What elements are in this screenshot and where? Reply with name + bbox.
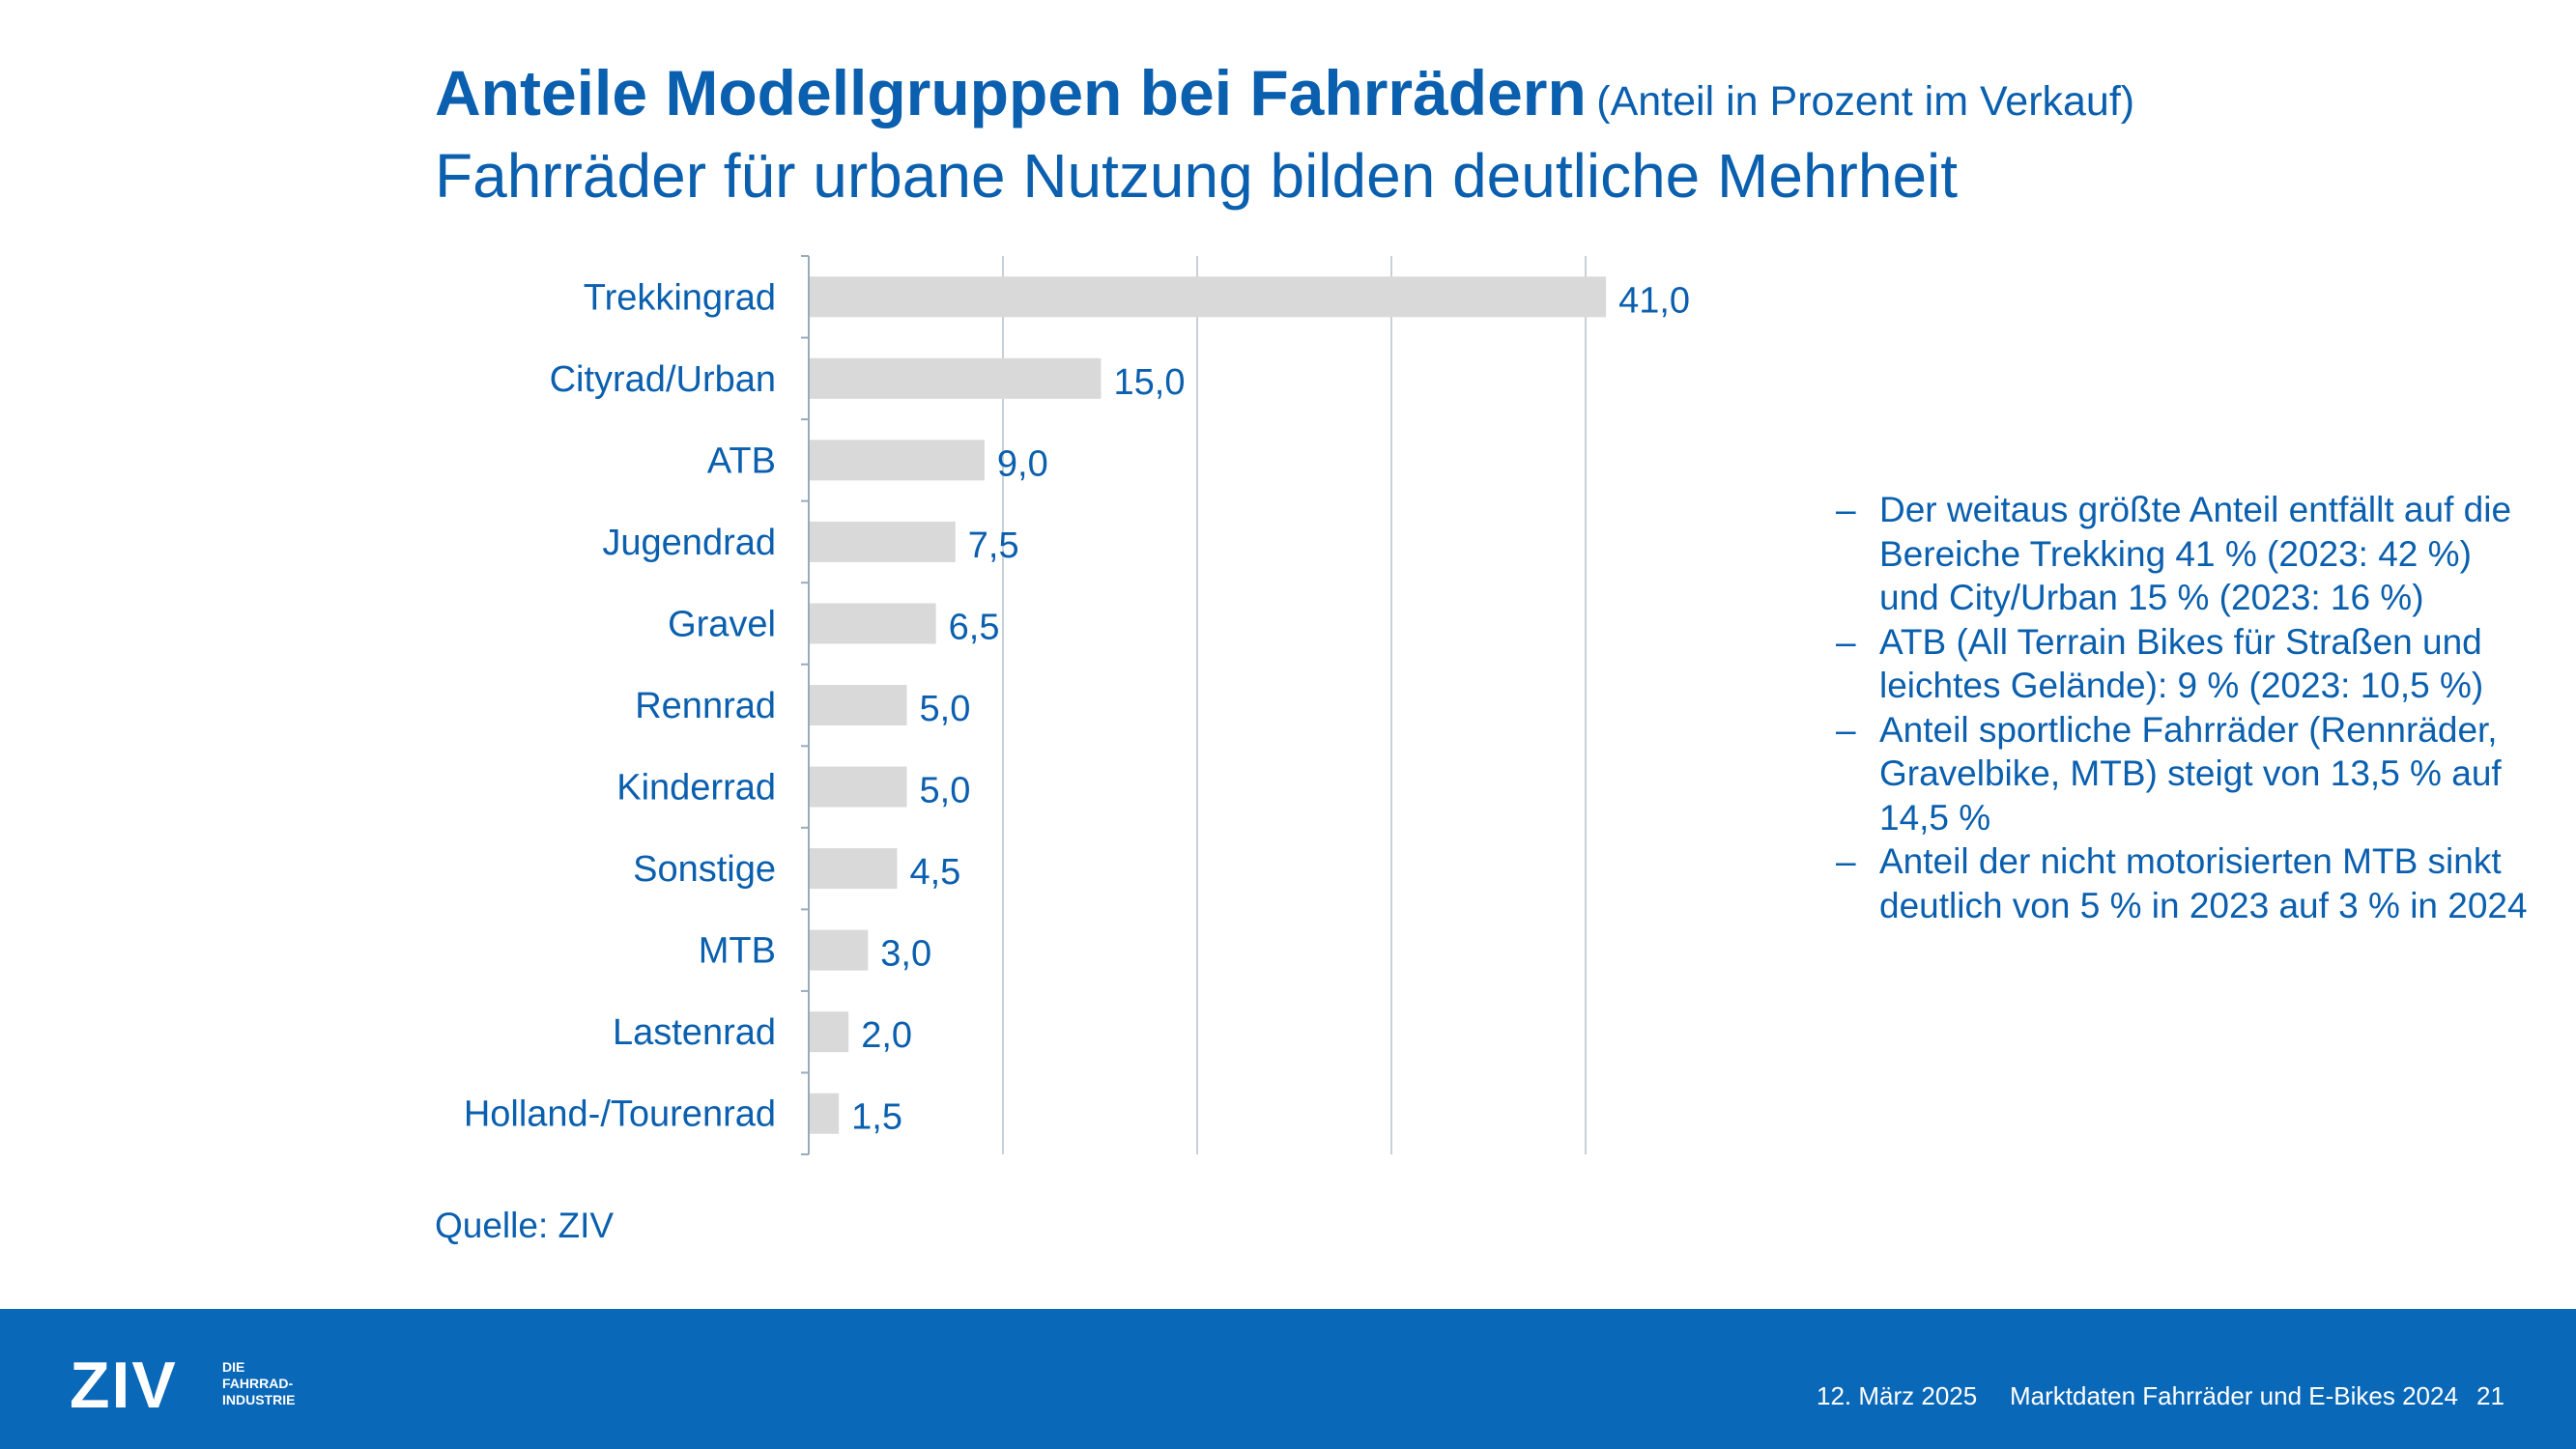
bar — [810, 1093, 840, 1134]
category-label: Gravel — [668, 604, 776, 644]
bar — [810, 603, 936, 644]
logo-tagline-line: INDUSTRIE — [222, 1392, 296, 1407]
bar — [810, 1011, 849, 1053]
source-note: Quelle: ZIV — [435, 1206, 615, 1245]
bullet-item: – Anteil sportliche Fahrräder (Rennräder,… — [1836, 708, 2532, 840]
bullet-item: – Der weitaus größte Anteil entfällt auf … — [1836, 488, 2532, 620]
bullet-text: ATB (All Terrain Bikes für Straßen und l… — [1879, 621, 2484, 706]
value-label: 15,0 — [1114, 362, 1186, 403]
category-label: Holland-/Tourenrad — [464, 1094, 776, 1135]
category-label: Rennrad — [635, 686, 776, 726]
category-label: Kinderrad — [616, 768, 776, 809]
value-label: 9,0 — [997, 443, 1048, 484]
bar — [810, 848, 898, 890]
category-label: ATB — [707, 440, 776, 481]
value-label: 5,0 — [920, 771, 971, 811]
bar — [810, 766, 907, 808]
value-label: 3,0 — [880, 934, 931, 975]
bullet-marker: – — [1836, 621, 1856, 662]
logo-tagline: DIE FAHRRAD- INDUSTRIE — [222, 1359, 295, 1408]
footer-report-title: Marktdaten Fahrräder und E-Bikes 2024 — [2010, 1381, 2458, 1410]
footer-date: 12. März 2025 — [1817, 1381, 1978, 1410]
bullet-item: – ATB (All Terrain Bikes für Straßen und … — [1836, 620, 2532, 708]
bullet-item: – Anteil der nicht motorisierten MTB sink… — [1836, 839, 2532, 927]
footer-page-number: 21 — [2476, 1381, 2504, 1410]
slide-title-note: (Anteil in Prozent im Verkauf) — [1596, 78, 2135, 125]
value-label: 2,0 — [861, 1015, 912, 1056]
value-label: 4,5 — [909, 852, 960, 893]
category-label: Lastenrad — [613, 1012, 776, 1053]
value-label: 7,5 — [968, 526, 1019, 566]
bar-chart: Trekkingrad 41,0 Cityrad/Urban 15,0 ATB 9,0 Ju… — [464, 255, 1690, 1155]
slide-title: Anteile Modellgruppen bei Fahrrädern — [435, 57, 1587, 128]
footer-bar: ZIV DIE FAHRRAD- INDUSTRIE 12. März 2025… — [0, 1309, 2576, 1449]
category-label: Trekkingrad — [584, 277, 776, 318]
value-label: 1,5 — [851, 1097, 902, 1138]
bullet-list: – Der weitaus größte Anteil entfällt auf … — [1836, 488, 2532, 927]
value-label: 5,0 — [920, 689, 971, 729]
bar — [810, 357, 1102, 399]
bullet-marker: – — [1836, 490, 1856, 529]
slide-title-line: Anteile Modellgruppen bei Fahrrädern (An… — [435, 56, 2134, 129]
category-label: MTB — [699, 931, 776, 972]
value-label: 6,5 — [949, 607, 1000, 647]
bar — [810, 685, 907, 725]
value-label: 41,0 — [1618, 280, 1690, 321]
bullet-text: Anteil sportliche Fahrräder (Rennräder, … — [1879, 709, 2502, 838]
bullet-marker: – — [1836, 709, 1856, 750]
bullet-text: Der weitaus größte Anteil entfällt auf d… — [1879, 490, 2512, 617]
bullet-text: Anteil der nicht motorisierten MTB sinkt… — [1879, 841, 2528, 925]
category-label: Sonstige — [633, 849, 776, 890]
bar — [810, 276, 1607, 318]
bar — [810, 929, 869, 971]
bar — [810, 440, 985, 481]
category-label: Cityrad/Urban — [550, 359, 776, 400]
logo-tagline-line: DIE — [222, 1359, 245, 1375]
slide-subtitle: Fahrräder für urbane Nutzung bilden deut… — [435, 141, 1959, 211]
bar — [810, 521, 956, 562]
category-label: Jugendrad — [602, 523, 776, 563]
bullet-marker: – — [1836, 841, 1856, 881]
logo-wordmark: ZIV — [70, 1349, 178, 1422]
logo-tagline-line: FAHRRAD- — [222, 1376, 294, 1391]
